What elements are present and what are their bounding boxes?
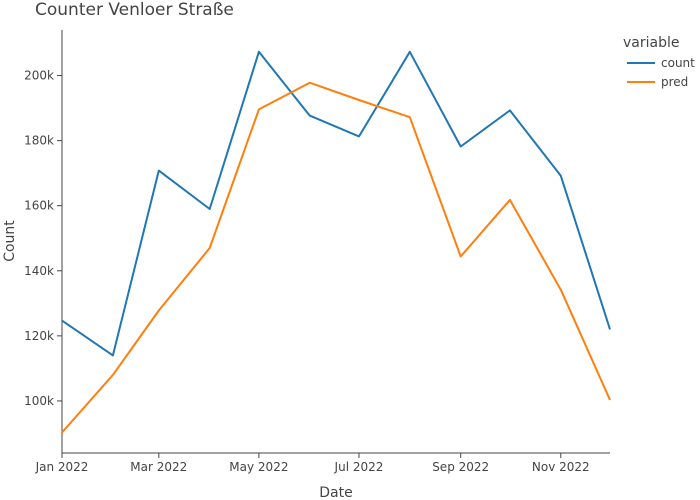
plot-area: 100k 120k 140k 160k 180k 200k Jan 2022 Mar 202…: [24, 30, 611, 474]
legend: variable count pred: [623, 35, 695, 89]
legend-title: variable: [623, 35, 679, 51]
chart-title: Counter Venloer Straße: [35, 0, 234, 20]
x-tick-label: May 2022: [229, 460, 288, 474]
y-axis-ticks: 100k 120k 140k 160k 180k 200k: [24, 69, 62, 408]
x-tick-label: Mar 2022: [130, 460, 187, 474]
legend-label-pred: pred: [661, 75, 688, 89]
x-tick-label: Jan 2022: [35, 460, 89, 474]
x-axis-ticks: Jan 2022 Mar 2022 May 2022 Jul 2022 Sep 2022…: [35, 453, 590, 474]
legend-items: count pred: [627, 56, 695, 89]
x-tick-label: Jul 2022: [334, 460, 384, 474]
y-tick-label: 120k: [24, 329, 54, 343]
y-tick-label: 140k: [24, 264, 54, 278]
x-axis-title: Date: [319, 485, 352, 500]
series-line-count: [61, 50, 611, 357]
y-tick-label: 160k: [24, 199, 54, 213]
series-lines: [61, 50, 611, 434]
series-line-pred: [61, 81, 611, 434]
x-tick-label: Sep 2022: [432, 460, 489, 474]
y-tick-label: 200k: [24, 69, 54, 83]
y-axis-title: Count: [2, 220, 18, 262]
y-tick-label: 100k: [24, 394, 54, 408]
x-tick-label: Nov 2022: [532, 460, 590, 474]
y-tick-label: 180k: [24, 134, 54, 148]
legend-label-count: count: [661, 56, 695, 70]
